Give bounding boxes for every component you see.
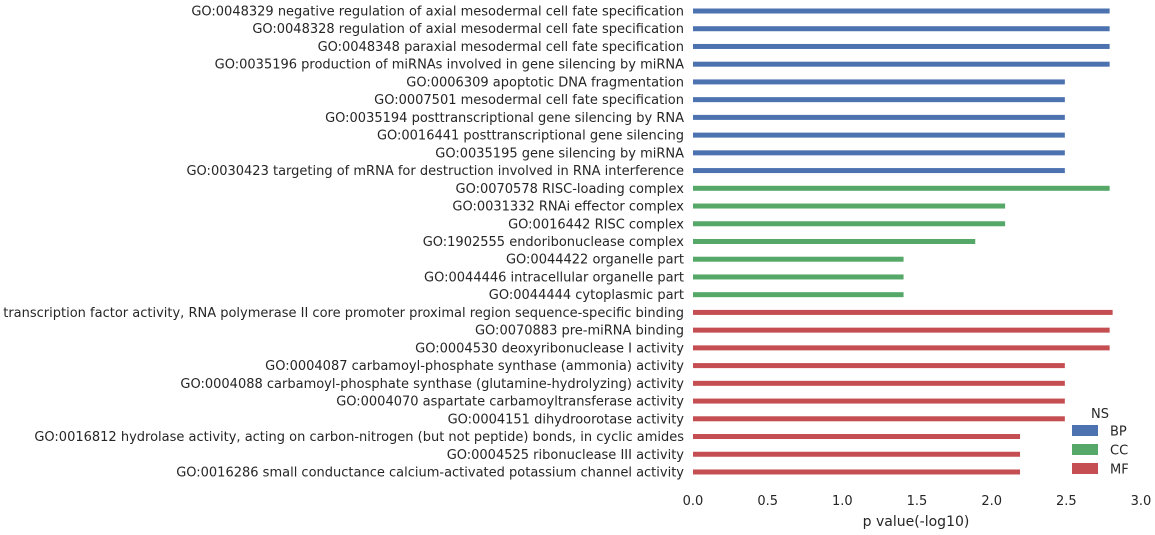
category-label: GO:0048348 paraxial mesodermal cell fate… bbox=[318, 40, 684, 55]
category-label: GO:0004087 carbamoyl-phosphate synthase … bbox=[265, 359, 684, 374]
bar-go-0016441 bbox=[693, 132, 1065, 138]
bar-go-0004088 bbox=[693, 380, 1065, 386]
category-label: GO:0004525 ribonuclease III activity bbox=[447, 448, 685, 463]
bars-layer bbox=[693, 8, 1113, 475]
bar-go-0004151 bbox=[693, 416, 1065, 422]
legend: NS BP CC MF bbox=[1072, 407, 1129, 478]
category-label: GO:0044446 intracellular organelle part bbox=[424, 270, 684, 285]
legend-label-mf: MF bbox=[1110, 463, 1129, 478]
bar-go-0044444 bbox=[693, 292, 904, 298]
bar-go-0044422 bbox=[693, 256, 904, 262]
legend-title: NS bbox=[1091, 407, 1109, 422]
x-tick-label: 3.0 bbox=[1131, 494, 1152, 509]
x-tick-label: 0.0 bbox=[683, 494, 704, 509]
category-label: GO:0000982 transcription factor activity… bbox=[0, 306, 684, 321]
x-tick-label: 2.5 bbox=[1056, 494, 1077, 509]
legend-swatch-bp bbox=[1072, 425, 1098, 436]
category-label: GO:0006309 apoptotic DNA fragmentation bbox=[406, 75, 684, 90]
category-label: GO:0044444 cytoplasmic part bbox=[489, 288, 684, 303]
category-label: GO:0070578 RISC-loading complex bbox=[456, 182, 685, 197]
x-axis-title: p value(-log10) bbox=[863, 514, 970, 530]
x-tick-label: 1.0 bbox=[832, 494, 853, 509]
bar-go-0016812 bbox=[693, 434, 1021, 440]
bar-go-0031332 bbox=[693, 203, 1006, 209]
bar-go-0006309 bbox=[693, 79, 1065, 85]
legend-label-cc: CC bbox=[1110, 444, 1128, 459]
bar-go-0035196 bbox=[693, 61, 1110, 67]
bar-go-0004525 bbox=[693, 451, 1021, 457]
bar-go-0048348 bbox=[693, 43, 1110, 49]
category-label: GO:0035194 posttranscriptional gene sile… bbox=[325, 111, 684, 126]
category-label: GO:0048329 negative regulation of axial … bbox=[191, 5, 684, 20]
bar-go-1902555 bbox=[693, 238, 976, 244]
x-axis-ticks: 0.0 0.5 1.0 1.5 2.0 2.5 3.0 bbox=[683, 494, 1152, 509]
bar-go-0048329 bbox=[693, 8, 1110, 14]
bar-go-0070578 bbox=[693, 185, 1110, 191]
bar-go-0016286 bbox=[693, 469, 1021, 475]
bar-go-0007501 bbox=[693, 97, 1065, 103]
legend-entries: BP CC MF bbox=[1072, 425, 1129, 478]
category-label: GO:0004530 deoxyribonuclease I activity bbox=[415, 341, 684, 356]
category-label: GO:0016812 hydrolase activity, acting on… bbox=[34, 430, 684, 445]
category-label: GO:0016442 RISC complex bbox=[508, 217, 684, 232]
bar-go-0004530 bbox=[693, 345, 1110, 351]
category-label: GO:0004088 carbamoyl-phosphate synthase … bbox=[180, 377, 684, 392]
bar-go-0044446 bbox=[693, 274, 904, 280]
bar-go-0000982 bbox=[693, 309, 1113, 315]
category-label: GO:0004070 aspartate carbamoyltransferas… bbox=[336, 395, 684, 410]
legend-swatch-cc bbox=[1072, 444, 1098, 455]
bar-go-0004087 bbox=[693, 363, 1065, 369]
legend-label-bp: BP bbox=[1110, 425, 1127, 440]
bar-go-0070883 bbox=[693, 327, 1110, 333]
bar-go-0016442 bbox=[693, 221, 1006, 227]
category-label: GO:0030423 targeting of mRNA for destruc… bbox=[186, 164, 684, 179]
category-label: GO:0035195 gene silencing by miRNA bbox=[435, 146, 684, 161]
category-label: GO:0044422 organelle part bbox=[506, 253, 684, 268]
category-label: GO:0016286 small conductance calcium-act… bbox=[176, 465, 684, 480]
bar-go-0048328 bbox=[693, 26, 1110, 32]
category-label: GO:0048328 regulation of axial mesoderma… bbox=[252, 22, 684, 37]
category-label: GO:0016441 posttranscriptional gene sile… bbox=[377, 129, 684, 144]
legend-swatch-mf bbox=[1072, 463, 1098, 474]
bar-go-0035194 bbox=[693, 114, 1065, 120]
bar-go-0004070 bbox=[693, 398, 1065, 404]
category-label: GO:0070883 pre-miRNA binding bbox=[475, 324, 684, 339]
bar-go-0030423 bbox=[693, 168, 1065, 174]
category-label: GO:0031332 RNAi effector complex bbox=[452, 200, 684, 215]
x-tick-label: 0.5 bbox=[757, 494, 778, 509]
bar-go-0035195 bbox=[693, 150, 1065, 156]
x-tick-label: 1.5 bbox=[907, 494, 928, 509]
category-label: GO:0007501 mesodermal cell fate specific… bbox=[374, 93, 684, 108]
x-tick-label: 2.0 bbox=[981, 494, 1002, 509]
category-label: GO:1902555 endoribonuclease complex bbox=[423, 235, 685, 250]
category-labels: GO:0048329 negative regulation of axial … bbox=[0, 5, 684, 481]
category-label: GO:0004151 dihydroorotase activity bbox=[448, 412, 685, 427]
category-label: GO:0035196 production of miRNAs involved… bbox=[215, 58, 684, 73]
